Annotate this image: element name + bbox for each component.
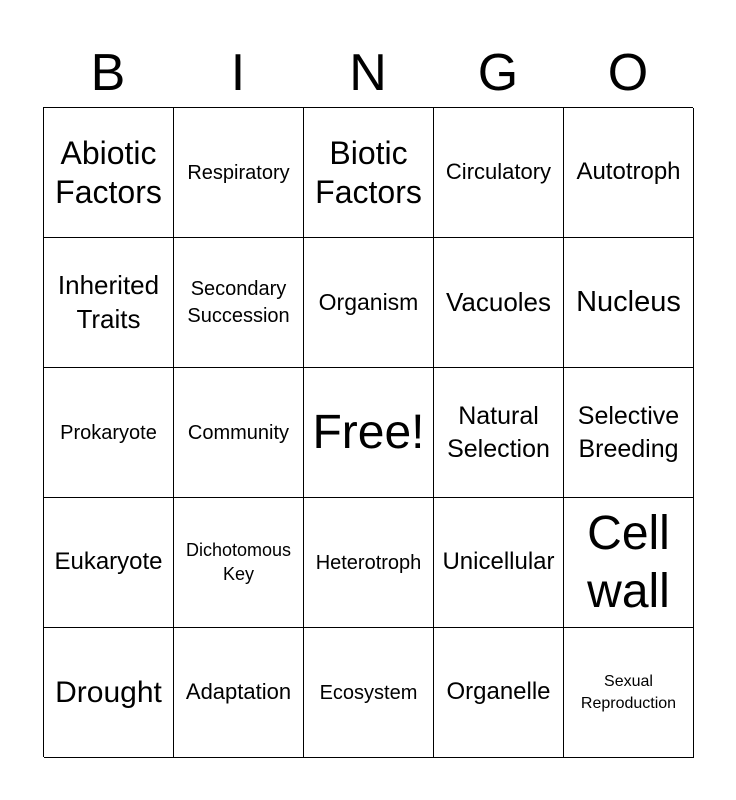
free-space-cell[interactable]: Free! bbox=[304, 368, 434, 498]
bingo-cell[interactable]: Organelle bbox=[434, 628, 564, 758]
bingo-cell[interactable]: Sexual Reproduction bbox=[564, 628, 694, 758]
bingo-cell[interactable]: Heterotroph bbox=[304, 498, 434, 628]
bingo-cell[interactable]: Unicellular bbox=[434, 498, 564, 628]
bingo-header: B I N G O bbox=[43, 40, 693, 106]
bingo-cell[interactable]: Inherited Traits bbox=[44, 238, 174, 368]
bingo-cell[interactable]: Adaptation bbox=[174, 628, 304, 758]
header-letter-i: I bbox=[230, 44, 246, 102]
bingo-cell[interactable]: Cell wall bbox=[564, 498, 694, 628]
bingo-grid: Abiotic Factors Respiratory Biotic Facto… bbox=[43, 107, 694, 758]
bingo-cell[interactable]: Organism bbox=[304, 238, 434, 368]
header-letter-g: G bbox=[477, 44, 519, 102]
bingo-cell[interactable]: Autotroph bbox=[564, 108, 694, 238]
header-letter-n: N bbox=[349, 44, 387, 102]
bingo-cell[interactable]: Secondary Succession bbox=[174, 238, 304, 368]
bingo-cell[interactable]: Natural Selection bbox=[434, 368, 564, 498]
bingo-cell[interactable]: Community bbox=[174, 368, 304, 498]
bingo-cell[interactable]: Circulatory bbox=[434, 108, 564, 238]
header-letter-o: O bbox=[607, 44, 649, 102]
bingo-cell[interactable]: Dichotomous Key bbox=[174, 498, 304, 628]
bingo-cell[interactable]: Nucleus bbox=[564, 238, 694, 368]
bingo-cell[interactable]: Biotic Factors bbox=[304, 108, 434, 238]
bingo-cell[interactable]: Prokaryote bbox=[44, 368, 174, 498]
bingo-cell[interactable]: Vacuoles bbox=[434, 238, 564, 368]
bingo-cell[interactable]: Drought bbox=[44, 628, 174, 758]
bingo-cell[interactable]: Abiotic Factors bbox=[44, 108, 174, 238]
header-letter-b: B bbox=[90, 44, 126, 102]
bingo-cell[interactable]: Selective Breeding bbox=[564, 368, 694, 498]
bingo-cell[interactable]: Ecosystem bbox=[304, 628, 434, 758]
bingo-cell[interactable]: Eukaryote bbox=[44, 498, 174, 628]
bingo-cell[interactable]: Respiratory bbox=[174, 108, 304, 238]
